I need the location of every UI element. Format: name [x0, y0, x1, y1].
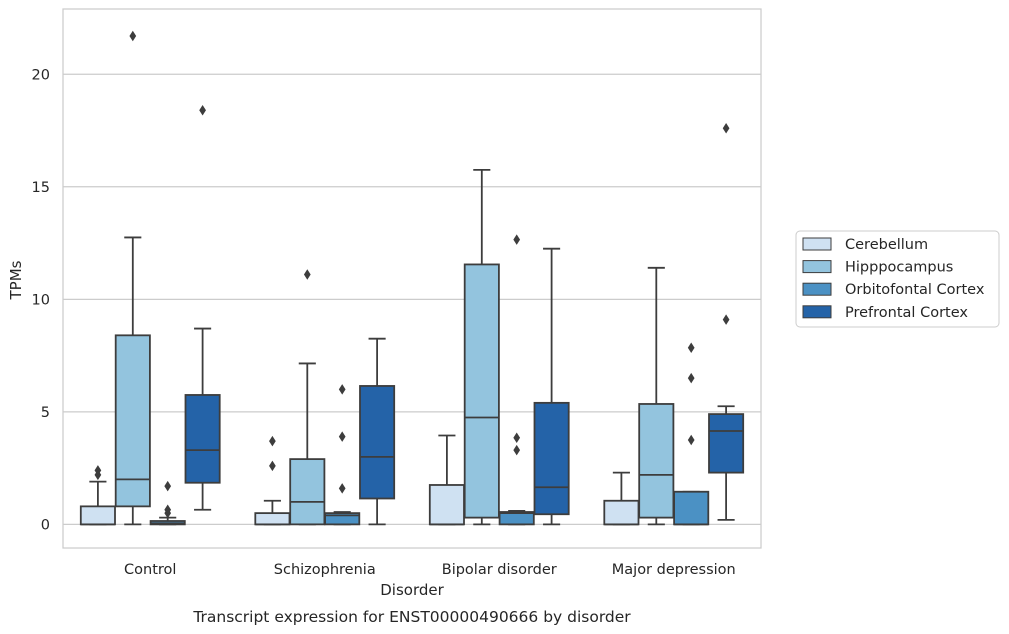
box-3-0 — [184, 105, 221, 511]
outlier-point — [722, 314, 730, 325]
legend-frame — [795, 230, 1000, 328]
x-axis-label: Disorder — [380, 581, 444, 599]
outlier-point — [513, 444, 521, 456]
x-tick-label: Bipolar disorder — [442, 562, 557, 578]
box-body — [184, 394, 221, 484]
box-body — [324, 512, 361, 526]
box-1-3 — [638, 266, 675, 526]
box-0-1 — [254, 435, 291, 526]
x-tick-label: Control — [124, 562, 176, 578]
legend: Cerebellum Hipppocampus Orbitofontal Corte… — [795, 230, 1000, 328]
box-body — [603, 499, 640, 526]
legend-swatch — [802, 237, 832, 251]
outlier-point — [94, 465, 102, 476]
outlier-point — [303, 269, 311, 280]
outlier-point — [513, 234, 521, 245]
box-2-0 — [149, 480, 186, 526]
box-3-3 — [708, 123, 745, 521]
outlier-point — [338, 384, 346, 395]
outlier-point — [722, 123, 730, 134]
chart-caption: Transcript expression for ENST0000049066… — [192, 608, 631, 626]
x-axis-ticks: Control Schizophrenia Bipolar disorder Majo… — [124, 562, 736, 578]
x-tick-label: Schizophrenia — [274, 562, 376, 578]
outlier-point — [164, 504, 172, 515]
box-2-1 — [324, 384, 361, 526]
box-body — [533, 401, 570, 516]
box-2-3 — [673, 342, 710, 526]
box-body — [359, 385, 396, 500]
outlier-point — [687, 372, 695, 384]
outlier-point — [687, 434, 695, 446]
y-tick-label: 0 — [41, 517, 50, 533]
outlier-point — [687, 342, 695, 353]
box-body — [114, 334, 151, 508]
legend-label: Prefrontal Cortex — [845, 305, 968, 321]
box-body — [638, 403, 675, 519]
legend-swatch — [802, 282, 832, 296]
y-tick-label: 20 — [32, 67, 50, 83]
box-1-0 — [114, 30, 151, 526]
outlier-point — [269, 435, 276, 447]
outlier-point — [269, 460, 276, 472]
box-body — [254, 512, 291, 526]
x-tick-label: Major depression — [612, 562, 736, 578]
outlier-point — [129, 30, 137, 42]
plot-area — [79, 30, 745, 526]
y-tick-label: 10 — [32, 292, 50, 308]
box-body — [289, 458, 326, 526]
outlier-point — [338, 431, 346, 442]
legend-swatch — [802, 260, 832, 274]
legend-swatch — [802, 305, 832, 319]
outlier-point — [199, 105, 206, 116]
box-3-1 — [359, 337, 396, 526]
box-body — [498, 511, 535, 526]
box-0-3 — [603, 471, 640, 526]
outlier-point — [164, 480, 172, 492]
box-0-0 — [79, 465, 116, 526]
outlier-point — [513, 432, 521, 443]
y-tick-label: 5 — [41, 405, 50, 421]
y-axis-ticks: 0 5 10 15 20 — [32, 67, 50, 533]
box-0-2 — [428, 434, 465, 526]
y-axis-label: TPMs — [7, 260, 25, 300]
box-body — [673, 490, 710, 526]
box-body — [708, 413, 745, 474]
box-body — [79, 505, 116, 526]
box-1-2 — [463, 169, 500, 526]
axes-frame — [62, 8, 762, 549]
legend-label: Hipppocampus — [845, 260, 953, 276]
box-2-2 — [498, 234, 535, 526]
legend-label: Orbitofontal Cortex — [845, 282, 985, 298]
box-3-2 — [533, 247, 570, 526]
box-body — [428, 484, 465, 526]
outlier-point — [338, 483, 346, 494]
legend-label: Cerebellum — [845, 237, 928, 253]
box-1-1 — [289, 269, 326, 526]
box-body — [463, 263, 500, 519]
y-tick-label: 15 — [32, 180, 50, 196]
